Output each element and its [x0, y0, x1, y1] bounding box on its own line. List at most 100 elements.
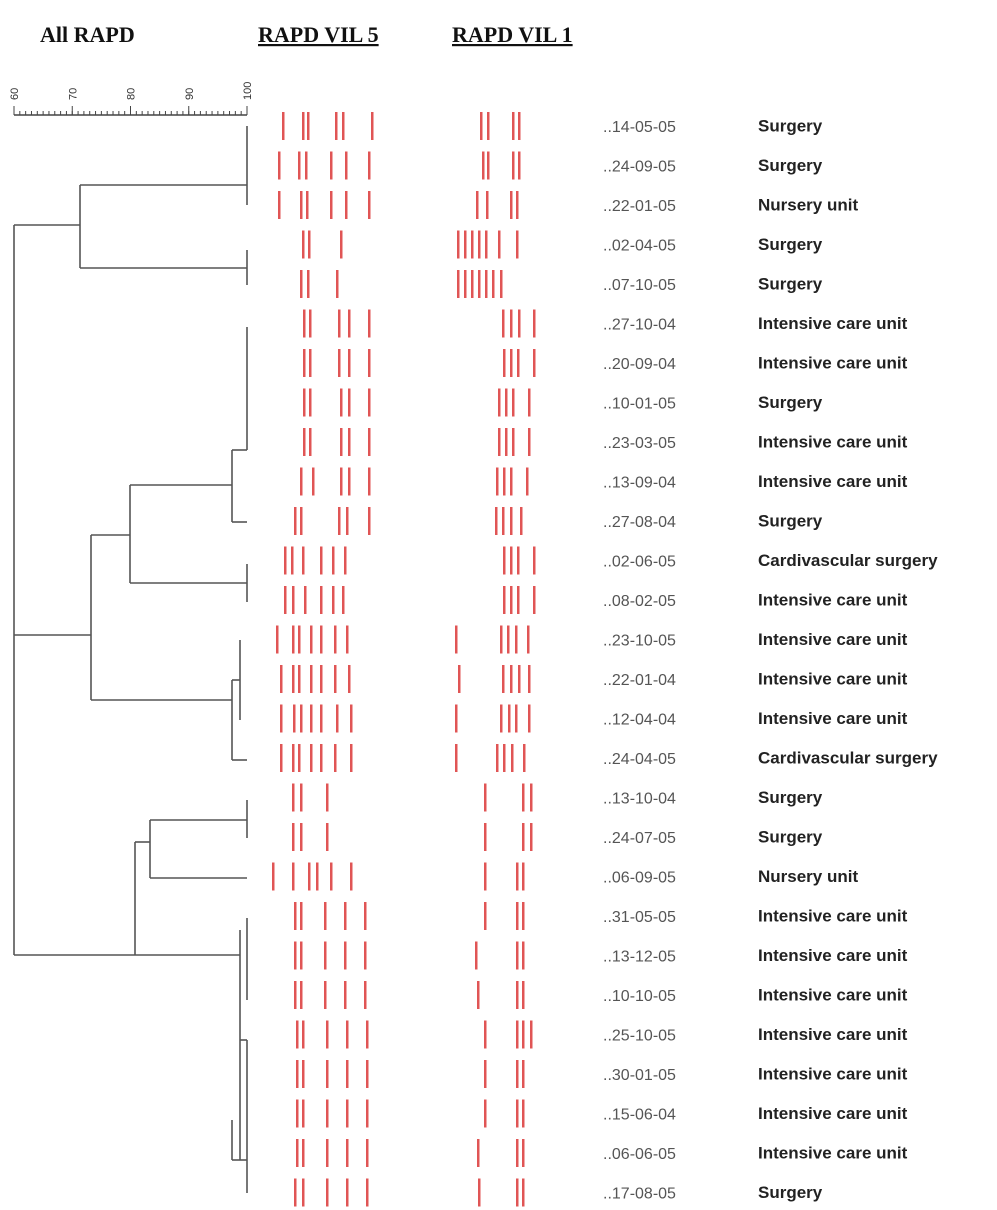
band	[309, 310, 312, 338]
band	[498, 389, 501, 417]
band	[330, 152, 333, 180]
header-all: All RAPD	[40, 22, 135, 47]
band	[523, 744, 526, 772]
unit: Intensive care unit	[758, 985, 908, 1004]
band	[518, 112, 521, 140]
band	[310, 665, 313, 693]
band	[517, 547, 520, 575]
band	[520, 507, 523, 535]
band	[346, 507, 349, 535]
band	[522, 1060, 525, 1088]
band	[304, 586, 307, 614]
date: ..10-01-05	[603, 396, 676, 413]
band	[528, 705, 531, 733]
band	[280, 665, 283, 693]
band	[366, 1139, 369, 1167]
band	[533, 310, 536, 338]
date: ..24-04-05	[603, 751, 676, 768]
band	[368, 152, 371, 180]
band	[366, 1021, 369, 1049]
band	[336, 270, 339, 298]
band	[484, 1060, 487, 1088]
band	[346, 1100, 349, 1128]
band	[495, 507, 498, 535]
date: ..13-10-04	[603, 791, 676, 808]
band	[518, 310, 521, 338]
band	[346, 1139, 349, 1167]
date: ..30-01-05	[603, 1067, 676, 1084]
band	[366, 1179, 369, 1207]
band	[528, 665, 531, 693]
band	[496, 468, 499, 496]
unit: Intensive care unit	[758, 1143, 908, 1162]
band	[326, 1021, 329, 1049]
date: ..02-06-05	[603, 554, 676, 571]
band	[292, 665, 295, 693]
band	[526, 468, 529, 496]
band	[320, 744, 323, 772]
band	[350, 705, 353, 733]
unit: Cardivascular surgery	[758, 551, 938, 570]
date: ..02-04-05	[603, 238, 676, 255]
band	[516, 981, 519, 1009]
unit: Intensive care unit	[758, 590, 908, 609]
band	[455, 744, 458, 772]
band	[516, 1060, 519, 1088]
band	[516, 1179, 519, 1207]
band	[292, 626, 295, 654]
band	[298, 665, 301, 693]
band	[303, 310, 306, 338]
band	[350, 863, 353, 891]
band	[310, 705, 313, 733]
band	[348, 665, 351, 693]
band	[338, 310, 341, 338]
band	[477, 981, 480, 1009]
date: ..17-08-05	[603, 1186, 676, 1203]
date: ..25-10-05	[603, 1028, 676, 1045]
band	[457, 231, 460, 259]
band	[320, 586, 323, 614]
unit: Surgery	[758, 511, 823, 530]
band	[300, 270, 303, 298]
date: ..22-01-04	[603, 672, 676, 689]
band	[368, 389, 371, 417]
band	[278, 152, 281, 180]
date: ..06-06-05	[603, 1146, 676, 1163]
band	[292, 784, 295, 812]
band	[334, 744, 337, 772]
band	[350, 744, 353, 772]
band	[338, 507, 341, 535]
band	[487, 152, 490, 180]
band	[300, 507, 303, 535]
band	[296, 1139, 299, 1167]
band	[516, 1100, 519, 1128]
unit: Intensive care unit	[758, 669, 908, 688]
band	[503, 349, 506, 377]
scale-tick-label: 60	[9, 88, 21, 100]
band	[485, 231, 488, 259]
band	[278, 191, 281, 219]
unit: Surgery	[758, 1183, 823, 1202]
band	[324, 902, 327, 930]
band	[346, 1179, 349, 1207]
unit: Intensive care unit	[758, 1064, 908, 1083]
band	[516, 902, 519, 930]
band	[522, 863, 525, 891]
band	[326, 1100, 329, 1128]
band	[326, 1060, 329, 1088]
unit: Intensive care unit	[758, 630, 908, 649]
band	[348, 349, 351, 377]
band	[533, 349, 536, 377]
scale-tick-label: 70	[67, 88, 79, 100]
date: ..22-01-05	[603, 198, 676, 215]
band	[485, 270, 488, 298]
date: ..31-05-05	[603, 909, 676, 926]
band	[522, 1021, 525, 1049]
band	[471, 270, 474, 298]
date: ..24-09-05	[603, 159, 676, 176]
band	[522, 784, 525, 812]
band	[332, 547, 335, 575]
band	[300, 981, 303, 1009]
band	[530, 1021, 533, 1049]
band	[294, 981, 297, 1009]
